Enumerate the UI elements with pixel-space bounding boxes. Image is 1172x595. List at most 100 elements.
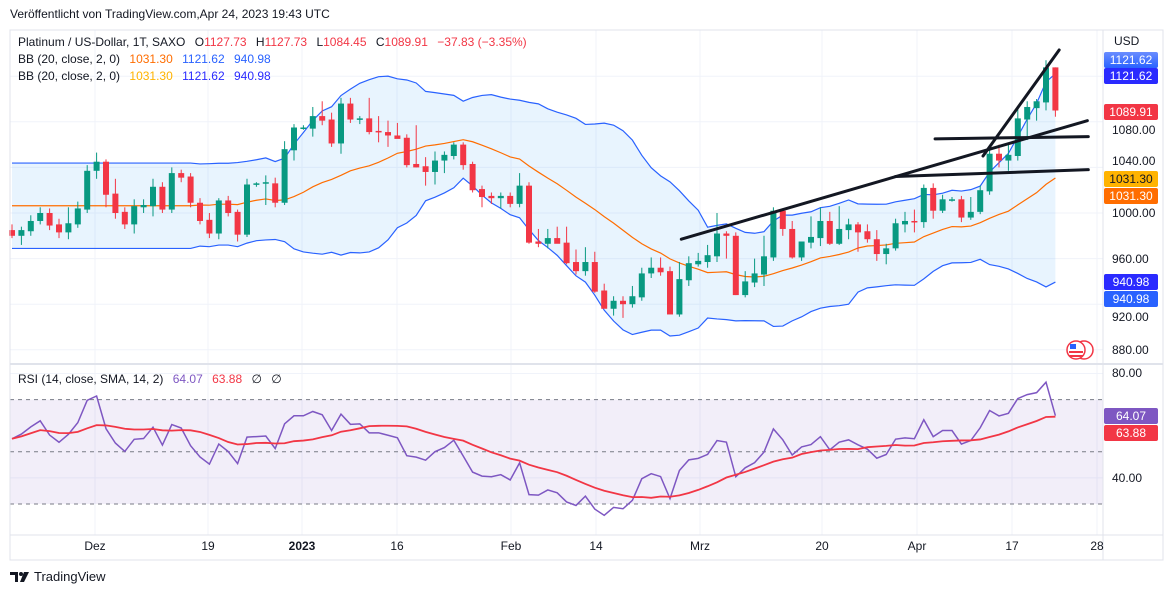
- candle-body: [939, 199, 946, 211]
- candle: [1005, 144, 1012, 171]
- candle: [911, 209, 918, 233]
- rsi-legend[interactable]: RSI (14, close, SMA, 14, 2) 64.07 63.88 …: [18, 372, 288, 386]
- candle-body: [37, 213, 44, 221]
- candle: [366, 97, 373, 135]
- candle: [46, 208, 53, 231]
- candles: [9, 60, 1059, 318]
- tradingview-logo[interactable]: TradingView: [10, 569, 106, 584]
- candle: [770, 207, 777, 261]
- open-value: 1127.73: [204, 35, 247, 49]
- candle: [920, 184, 927, 228]
- candle-body: [704, 255, 711, 263]
- candle-body: [582, 262, 589, 272]
- published-note: Veröffentlicht von TradingView.com,Apr 2…: [10, 7, 330, 21]
- candle: [554, 226, 561, 244]
- candle-body: [450, 144, 457, 156]
- bb2-lower: 940.98: [233, 69, 271, 83]
- candle-body: [497, 195, 504, 199]
- candle: [986, 146, 993, 195]
- candle: [949, 197, 955, 202]
- candle: [441, 151, 448, 174]
- candle-body: [244, 184, 250, 235]
- candle-body: [826, 220, 833, 244]
- candle-body: [507, 195, 514, 204]
- symbol-legend[interactable]: Platinum / US-Dollar, 1T, SAXO O1127.73 …: [18, 35, 533, 49]
- candle-body: [385, 132, 391, 136]
- candle-body: [366, 118, 373, 133]
- candle-body: [751, 273, 758, 283]
- candle-body: [516, 185, 523, 204]
- candle: [347, 97, 354, 123]
- candle: [413, 125, 420, 168]
- candle-body: [648, 267, 655, 274]
- candle-body: [1033, 101, 1040, 109]
- candle: [817, 207, 824, 247]
- candle-body: [685, 263, 692, 281]
- candle: [244, 178, 250, 237]
- candle-body: [403, 137, 410, 166]
- bb2-basis: 1031.30: [129, 69, 173, 83]
- candle: [168, 167, 175, 213]
- candle: [516, 173, 523, 208]
- candle-body: [112, 193, 119, 213]
- candle: [234, 209, 241, 242]
- candle-body: [441, 154, 448, 161]
- bb2-basis-tag: 1031.30: [1104, 171, 1158, 187]
- candle: [620, 296, 626, 318]
- candle: [112, 178, 119, 219]
- time-label: 17: [1005, 539, 1019, 553]
- rsi-na-1: ∅: [251, 372, 262, 386]
- candle: [159, 182, 166, 213]
- candle: [225, 195, 232, 217]
- candle-body: [319, 116, 326, 121]
- tradingview-logo-icon: [10, 571, 29, 582]
- candle-body: [657, 267, 664, 273]
- candle: [544, 228, 551, 249]
- candle: [497, 192, 504, 209]
- candle-body: [93, 161, 100, 171]
- candle: [507, 192, 514, 208]
- rsi-pane: [10, 380, 1103, 517]
- time-label: 19: [201, 539, 215, 553]
- candle: [723, 231, 730, 259]
- bollinger-bands: [12, 73, 1056, 337]
- candle-body: [977, 190, 984, 212]
- candle: [657, 257, 664, 276]
- time-label: 20: [815, 539, 829, 553]
- candle: [638, 267, 645, 301]
- candle-body: [770, 210, 777, 258]
- candle-body: [281, 149, 288, 203]
- rsi-line: [11, 380, 1057, 517]
- candle-body: [159, 186, 166, 210]
- time-label: 16: [390, 539, 404, 553]
- rsi-axis-label: 80.00: [1112, 366, 1143, 380]
- candle-body: [779, 210, 786, 229]
- candle: [394, 122, 401, 139]
- candle: [74, 201, 81, 228]
- bb2-upper: 1121.62: [182, 69, 225, 83]
- candle: [338, 97, 344, 154]
- bb1-legend[interactable]: BB (20, close, 2, 0) 1031.30 1121.62 940…: [18, 52, 277, 66]
- candle-body: [422, 166, 429, 172]
- candle: [262, 175, 269, 206]
- rsi-value: 64.07: [172, 372, 203, 386]
- candle: [1033, 99, 1040, 121]
- candle: [864, 224, 871, 243]
- candle-body: [394, 135, 401, 139]
- candle-body: [742, 281, 749, 296]
- candle: [309, 106, 316, 137]
- bb-fill: [12, 73, 1056, 336]
- last-price-tag: 1089.91: [1104, 104, 1158, 120]
- open-label: O: [194, 35, 205, 49]
- candle: [206, 213, 213, 239]
- bb2-legend[interactable]: BB (20, close, 2, 0) 1031.30 1121.62 940…: [18, 69, 277, 83]
- candle-body: [150, 186, 156, 207]
- candle: [450, 142, 457, 160]
- currency-flag-icon[interactable]: [1066, 340, 1094, 360]
- candle-body: [544, 238, 551, 244]
- candle: [37, 207, 44, 225]
- candle-body: [309, 116, 316, 129]
- candle-body: [573, 262, 579, 272]
- candle: [629, 285, 636, 308]
